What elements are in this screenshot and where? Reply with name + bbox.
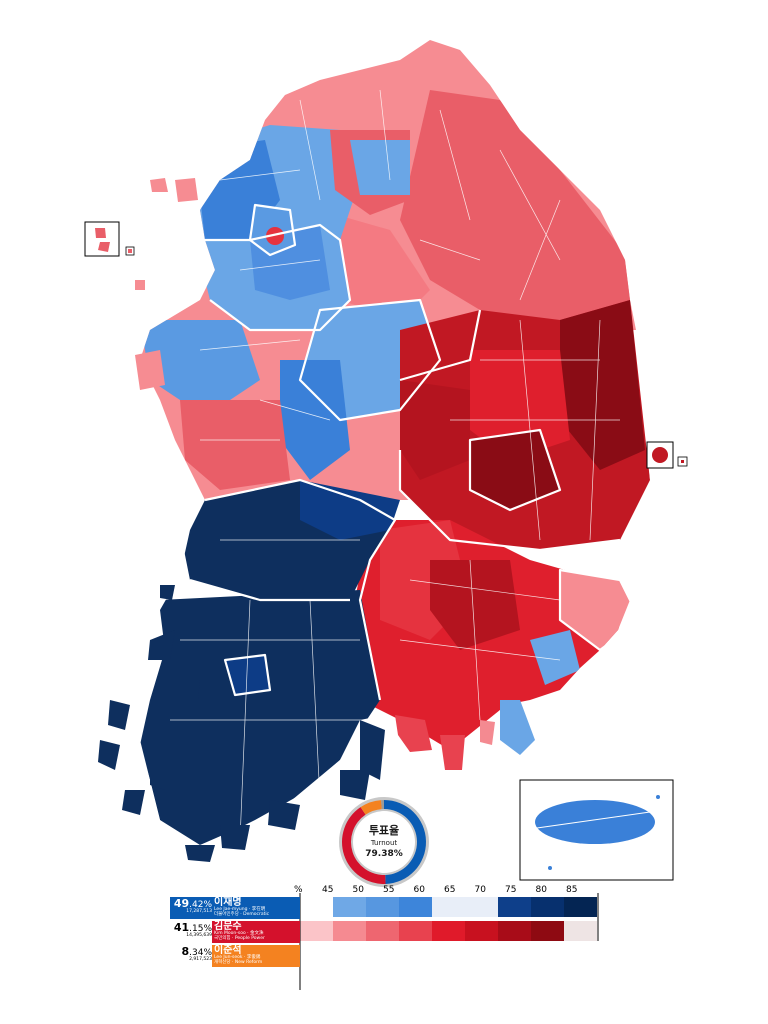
region-chungnam-south <box>180 400 290 490</box>
scale-blue-3 <box>366 897 399 917</box>
scale-tick-50: 50 <box>352 885 364 895</box>
scale-red-1 <box>300 921 333 941</box>
inset-ulleungdo <box>646 441 688 469</box>
scale-red-8 <box>531 921 564 941</box>
region-gyeonggi-northeast <box>350 140 410 195</box>
region-gwangju <box>225 655 270 695</box>
region-jeonbuk-east <box>300 480 400 540</box>
turnout-ring-segment-2 <box>342 807 386 884</box>
turnout-ring-center <box>353 811 415 873</box>
district-borders <box>170 89 620 841</box>
turnout-label-en: Turnout <box>370 839 398 847</box>
scale-red-6 <box>465 921 498 941</box>
scale-blue-9 <box>564 897 597 917</box>
scale-tick-85: 85 <box>566 885 578 895</box>
province-borders <box>189 203 642 701</box>
candidate-lee-jun-seok: 8.34% 2,917,523 이준석 Lee Jun-seok · 李俊錫 개… <box>170 945 300 967</box>
scale-blue-5 <box>432 897 465 917</box>
scale-tick-45: 45 <box>322 885 334 895</box>
turnout-ring-segment-3 <box>360 800 382 815</box>
scale-blue-6 <box>465 897 498 917</box>
scale-blue-2 <box>333 897 366 917</box>
scale-red-9 <box>564 921 597 941</box>
region-busan-west <box>530 630 580 685</box>
candidate-1-percent: 49 <box>173 897 190 910</box>
region-sejong-daejeon <box>280 360 350 480</box>
region-gangwon-east <box>400 90 630 330</box>
west-islands <box>135 178 198 390</box>
candidate-3-name-bg <box>212 945 300 967</box>
candidate-2-percent-decimal: .15% <box>189 924 212 934</box>
scale-red-5 <box>432 921 465 941</box>
region-gyeongnam-inner <box>430 560 520 650</box>
scale-blue-8 <box>531 897 564 917</box>
scale-tick-65: 65 <box>444 885 456 895</box>
scale-tick-75: 75 <box>505 885 517 895</box>
candidate-3-romanized: Lee Jun-seok · 李俊錫 <box>214 955 261 960</box>
scale-blue-7 <box>498 897 531 917</box>
turnout-ring-segment-4 <box>381 800 384 810</box>
region-gyeongbuk-east <box>560 300 645 470</box>
candidate-1-party: 더불어민주당 · Democratic <box>214 912 270 917</box>
candidate-2-romanized: Kim Moon-soo · 金文洙 <box>214 931 264 936</box>
candidate-1-percent-decimal: .42% <box>189 900 212 910</box>
scale-unit: % <box>294 885 303 895</box>
scale-tick-80: 80 <box>535 885 547 895</box>
turnout-value: 79.38% <box>365 849 403 859</box>
scale-tick-70: 70 <box>474 885 486 895</box>
candidate-2-name-bg <box>212 921 300 943</box>
candidate-3-name: 이준석 <box>214 945 242 956</box>
scale-tick-60: 60 <box>413 885 425 895</box>
scale-red-7 <box>498 921 531 941</box>
candidate-2-percent: 41 <box>173 921 190 934</box>
candidate-1-romanized: Lee Jae-myung · 李在明 <box>214 907 266 912</box>
candidate-2-party: 국민의힘 · People Power <box>214 936 265 941</box>
southeast-islands <box>395 700 535 770</box>
scale-red-4 <box>399 921 432 941</box>
candidate-lee-jae-myung: 49.42% 17,287,513 이재명 Lee Jae-myung · 李在… <box>170 897 300 919</box>
scale-red-2 <box>333 921 366 941</box>
candidate-3-votes: 2,917,523 <box>189 957 212 962</box>
southwest-islands <box>98 585 385 862</box>
region-seoul-gangnam <box>266 227 284 245</box>
scale-blue-4 <box>399 897 432 917</box>
candidate-1-name: 이재명 <box>214 897 242 908</box>
turnout-ring-segment-1 <box>384 800 427 884</box>
candidate-1-votes: 17,287,513 <box>186 909 212 914</box>
candidate-3-percent: 8 <box>181 945 190 958</box>
scale-tick-55: 55 <box>383 885 395 895</box>
region-chungnam-coast <box>140 320 260 400</box>
region-jeonnam <box>140 590 380 845</box>
region-gyeongbuk-mid <box>470 350 570 460</box>
region-daegu <box>470 430 560 510</box>
candidate-3-percent-decimal: .34% <box>189 948 212 958</box>
region-gyeongbuk-west <box>400 380 470 480</box>
candidate-kim-moon-soo: 41.15% 14,395,639 김문수 Kim Moon-soo · 金文洙… <box>170 921 300 943</box>
candidate-3-party: 개혁신당 · New Reform <box>214 960 263 965</box>
legend-scale <box>299 893 599 990</box>
scale-blue-1 <box>300 897 333 917</box>
turnout-label-ko: 투표율 <box>369 824 399 837</box>
turnout-chart <box>339 797 429 887</box>
candidate-2-votes: 14,395,639 <box>186 933 212 938</box>
inset-nw-islands <box>84 221 135 257</box>
inset-jeju <box>519 779 674 881</box>
candidate-2-name: 김문수 <box>214 921 242 932</box>
scale-red-3 <box>366 921 399 941</box>
